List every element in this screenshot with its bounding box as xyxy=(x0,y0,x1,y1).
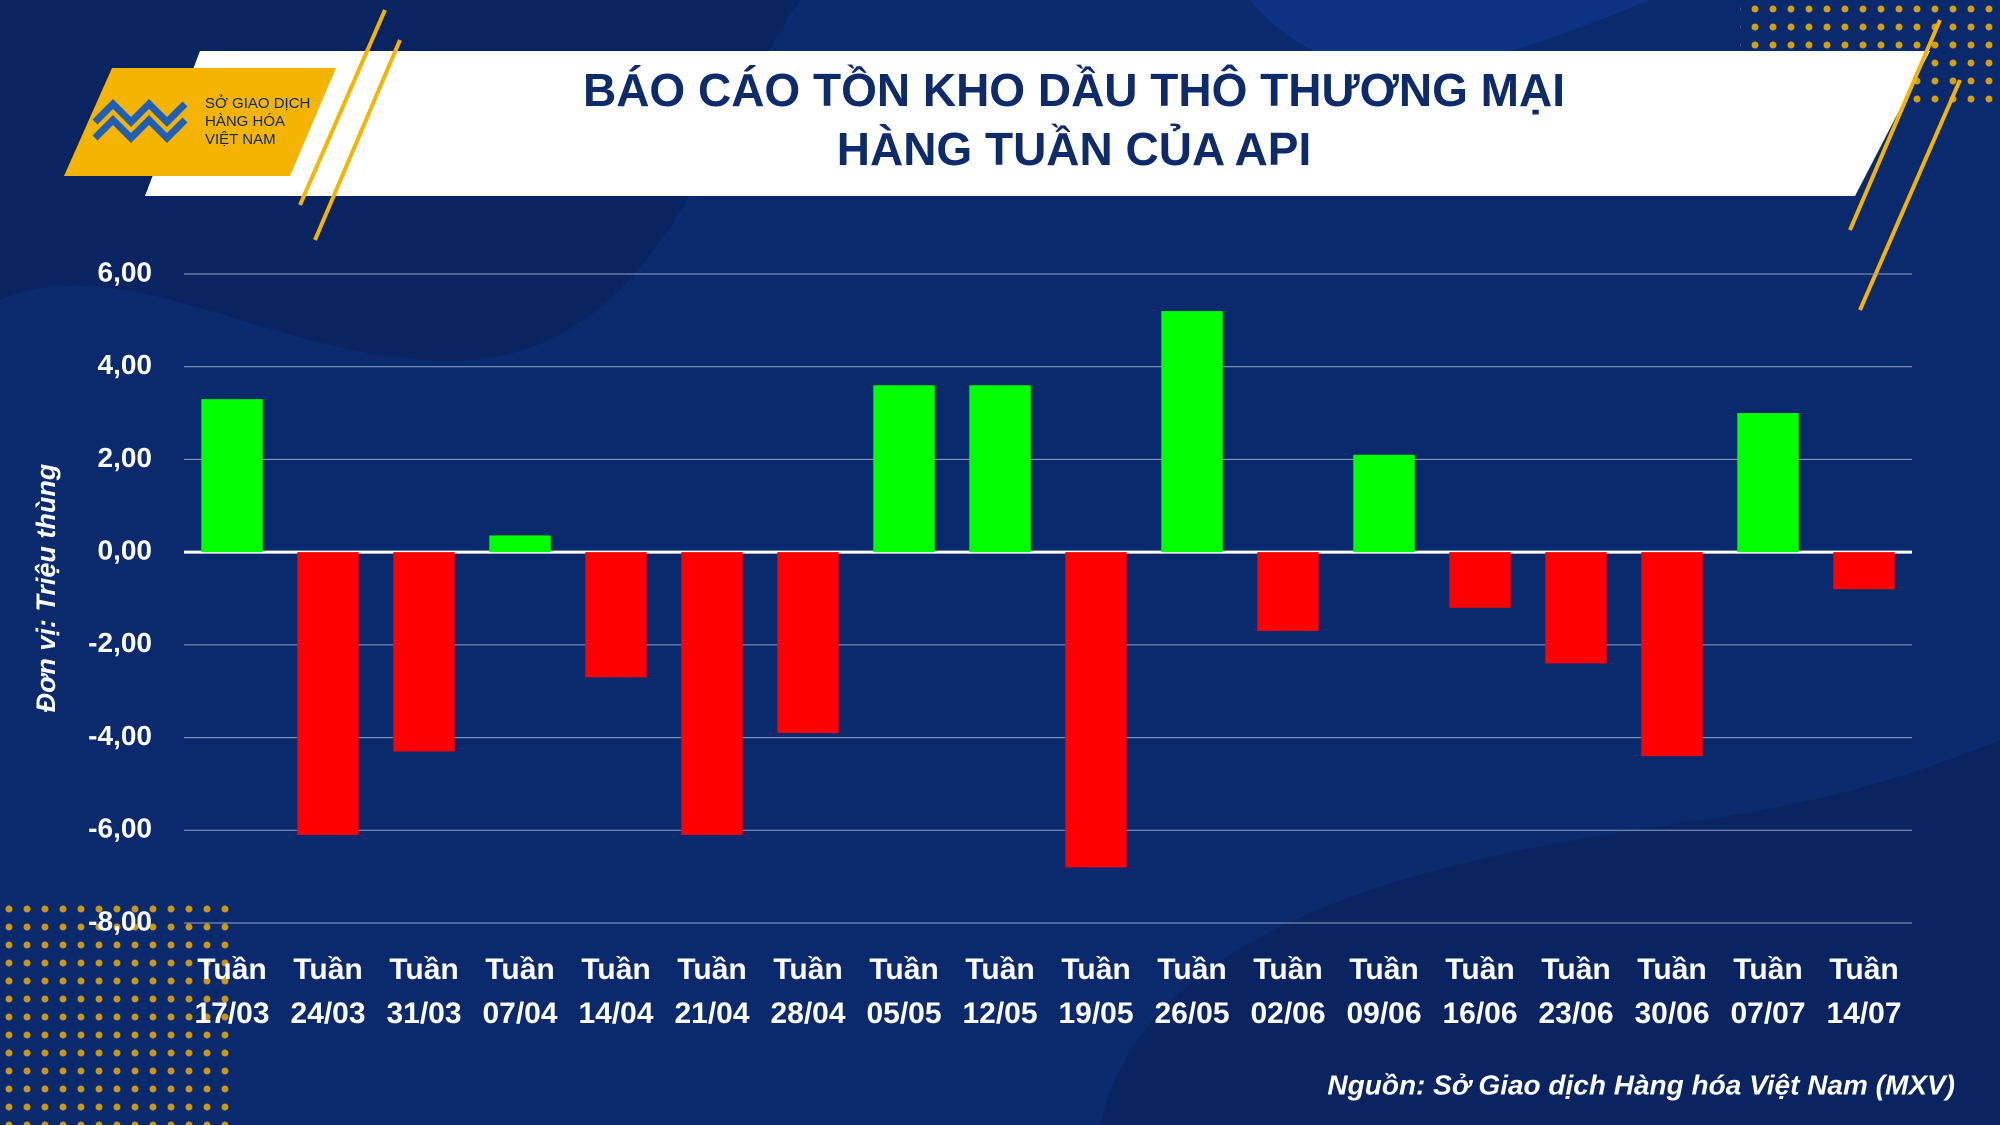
bar xyxy=(489,535,551,553)
bar xyxy=(1833,552,1895,590)
logo-box xyxy=(64,68,336,176)
source: Nguồn: Sở Giao dịch Hàng hóa Việt Nam (M… xyxy=(1327,1069,1955,1100)
y-tick-label: 0,00 xyxy=(98,535,153,566)
x-tick-label: Tuần 23/06 xyxy=(1538,953,1614,1030)
x-tick-label: Tuần 16/06 xyxy=(1442,953,1518,1030)
logo-text: VIỆT NAM xyxy=(205,131,276,148)
y-tick-label: -8,00 xyxy=(88,905,152,936)
bar xyxy=(1641,552,1703,757)
x-tick-label: Tuần 02/06 xyxy=(1250,953,1326,1030)
bar xyxy=(873,385,935,553)
bar xyxy=(1257,552,1319,631)
x-tick-label: Tuần 14/04 xyxy=(578,953,654,1030)
bar xyxy=(1161,311,1223,553)
bar xyxy=(969,385,1031,553)
y-tick-label: -2,00 xyxy=(88,627,152,658)
bar xyxy=(201,399,263,553)
x-tick-label: Tuần 24/03 xyxy=(290,953,366,1030)
bar xyxy=(1737,413,1799,553)
x-tick-label: Tuần 05/05 xyxy=(866,953,942,1030)
x-tick-label: Tuần 31/03 xyxy=(386,953,462,1030)
y-tick-label: 4,00 xyxy=(98,349,153,380)
bg-shape xyxy=(1100,740,2000,1125)
deco-line xyxy=(298,9,387,206)
x-tick-label: Tuần 14/07 xyxy=(1826,953,1902,1030)
x-tick-label: Tuần 07/07 xyxy=(1730,953,1806,1030)
deco-line xyxy=(313,39,402,241)
dots xyxy=(0,900,230,1125)
x-tick-label: Tuần 07/04 xyxy=(482,953,558,1030)
bar xyxy=(1065,552,1127,868)
deco-line xyxy=(1848,19,1942,231)
bar xyxy=(585,552,647,678)
chart-title: BÁO CÁO TỒN KHO DẦU THÔ THƯƠNG MẠI xyxy=(583,64,1565,116)
y-tick-label: 6,00 xyxy=(98,256,153,287)
y-tick-label: -4,00 xyxy=(88,720,152,751)
x-tick-label: Tuần 21/04 xyxy=(674,953,750,1030)
bar xyxy=(1353,454,1415,553)
x-tick-label: Tuần 30/06 xyxy=(1634,953,1710,1030)
logo-mark xyxy=(92,99,188,143)
x-tick-label: Tuần 09/06 xyxy=(1346,953,1422,1030)
bar xyxy=(777,552,839,733)
bar xyxy=(1449,552,1511,608)
y-tick-label: 2,00 xyxy=(98,442,153,473)
deco-line xyxy=(1858,79,1962,311)
bar xyxy=(297,552,359,835)
logo-text: SỞ GIAO DỊCH xyxy=(205,94,310,112)
y-tick-label: -6,00 xyxy=(88,813,152,844)
logo-text: HÀNG HÓA xyxy=(205,113,285,130)
x-tick-label: Tuần 19/05 xyxy=(1058,953,1134,1030)
bar xyxy=(1545,552,1607,664)
chart-title: HÀNG TUẦN CỦA API xyxy=(837,123,1311,175)
x-tick-label: Tuần 26/05 xyxy=(1154,953,1230,1030)
x-tick-label: Tuần 17/03 xyxy=(194,953,270,1030)
bar xyxy=(393,552,455,752)
bar xyxy=(681,552,743,835)
y-axis-label: Đơn vị: Triệu thùng xyxy=(31,463,61,712)
x-tick-label: Tuần 28/04 xyxy=(770,953,846,1030)
x-tick-label: Tuần 12/05 xyxy=(962,953,1038,1030)
title-banner xyxy=(145,51,1930,196)
